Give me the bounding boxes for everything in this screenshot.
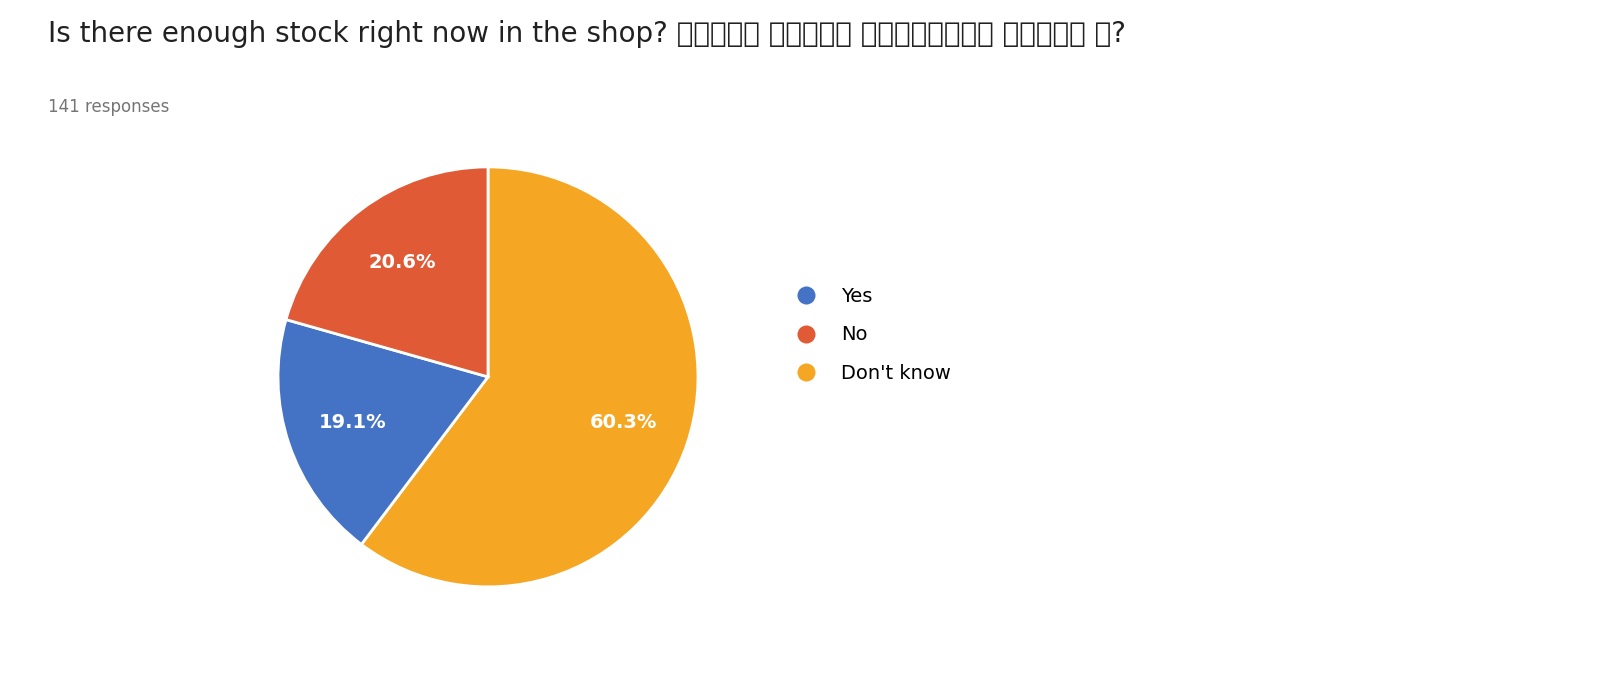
Text: 60.3%: 60.3%	[590, 413, 658, 432]
Wedge shape	[278, 320, 488, 544]
Text: 20.6%: 20.6%	[368, 254, 435, 273]
Legend: Yes, No, Don't know: Yes, No, Don't know	[787, 287, 950, 383]
Text: 141 responses: 141 responses	[48, 98, 170, 116]
Wedge shape	[286, 167, 488, 377]
Text: Is there enough stock right now in the shop? पसलमा अहिले पर्याप्त सामान छ?: Is there enough stock right now in the s…	[48, 20, 1126, 48]
Text: 19.1%: 19.1%	[318, 413, 387, 432]
Wedge shape	[362, 167, 698, 587]
